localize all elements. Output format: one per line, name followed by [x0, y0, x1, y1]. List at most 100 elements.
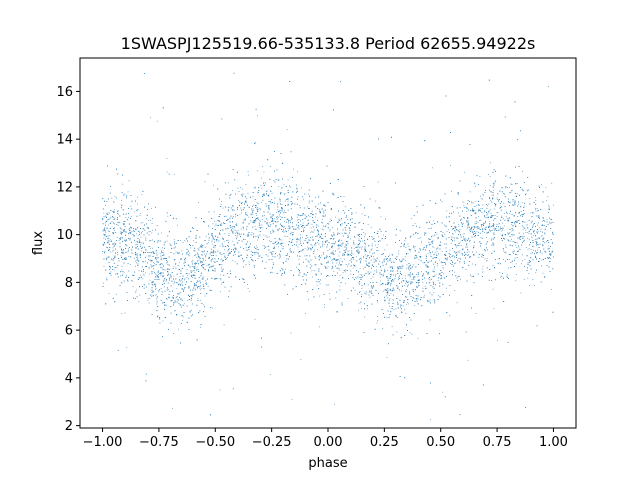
data-point — [371, 243, 373, 245]
data-point — [253, 235, 255, 237]
data-point — [535, 200, 537, 201]
data-point — [329, 248, 331, 250]
data-point — [508, 259, 510, 261]
data-point — [139, 214, 141, 216]
data-point — [314, 256, 316, 258]
data-point — [193, 240, 194, 242]
data-point — [104, 222, 106, 224]
data-point — [429, 279, 430, 281]
data-point — [221, 271, 222, 272]
data-point — [348, 250, 350, 252]
data-point — [310, 213, 312, 214]
data-point — [480, 208, 482, 210]
data-point — [511, 230, 513, 232]
data-point — [192, 260, 194, 262]
data-point — [531, 216, 533, 217]
data-point — [359, 291, 361, 292]
data-point — [309, 264, 311, 266]
data-point — [285, 200, 286, 202]
data-point — [219, 291, 221, 293]
data-point — [205, 246, 207, 248]
data-point — [203, 220, 205, 222]
data-point — [186, 269, 188, 271]
data-point — [194, 254, 195, 256]
data-point — [487, 213, 489, 215]
data-point — [446, 230, 448, 232]
data-point — [128, 256, 130, 257]
data-point — [512, 233, 514, 235]
data-point — [188, 265, 190, 267]
data-point — [437, 280, 439, 281]
data-point — [410, 249, 412, 250]
data-point — [232, 226, 234, 227]
data-point — [166, 171, 168, 173]
data-point — [327, 260, 329, 262]
data-point — [356, 246, 358, 248]
data-point — [189, 310, 191, 312]
data-point — [194, 266, 196, 267]
data-point — [212, 223, 214, 225]
data-point — [502, 222, 504, 224]
data-point — [450, 242, 452, 244]
data-point — [329, 229, 331, 230]
data-point — [273, 231, 275, 232]
data-point — [480, 198, 482, 200]
data-point — [265, 203, 267, 205]
data-point — [156, 303, 158, 305]
data-point — [432, 281, 434, 283]
data-point — [398, 250, 400, 252]
data-point — [158, 277, 159, 278]
data-point — [267, 219, 269, 221]
data-point — [345, 282, 347, 284]
data-point — [234, 261, 236, 263]
data-point — [401, 265, 403, 267]
data-point — [349, 228, 351, 230]
data-point — [345, 264, 347, 265]
data-point — [224, 233, 226, 235]
data-point — [410, 283, 412, 285]
data-point — [477, 226, 479, 228]
data-point — [204, 240, 206, 241]
data-point — [338, 268, 340, 269]
data-point — [536, 224, 538, 226]
data-point — [340, 258, 342, 260]
data-point — [405, 291, 407, 293]
data-point — [480, 226, 482, 228]
data-point — [243, 228, 244, 230]
data-point — [374, 244, 376, 246]
data-point — [364, 236, 365, 238]
data-point — [151, 260, 153, 262]
data-point — [106, 220, 108, 222]
data-point — [245, 263, 247, 265]
data-point — [546, 200, 547, 201]
data-point — [267, 226, 269, 227]
data-point — [181, 250, 183, 252]
data-point — [379, 260, 380, 262]
data-point — [399, 259, 400, 260]
data-point — [123, 224, 125, 226]
data-point — [118, 239, 120, 241]
data-point — [525, 232, 527, 234]
data-point — [213, 247, 214, 248]
data-point — [114, 255, 116, 257]
data-point — [247, 174, 249, 176]
data-point — [520, 211, 522, 213]
data-point — [386, 293, 388, 295]
data-point — [157, 262, 159, 263]
data-point — [341, 232, 343, 234]
data-point — [188, 285, 190, 287]
data-point — [454, 271, 456, 273]
data-point — [338, 218, 340, 220]
data-point — [496, 224, 498, 225]
data-point — [540, 184, 542, 185]
data-point — [472, 211, 474, 213]
data-point — [422, 282, 424, 284]
data-point — [308, 202, 310, 204]
data-point — [510, 191, 512, 193]
data-point — [297, 219, 299, 221]
data-point — [276, 212, 277, 214]
data-point — [182, 319, 184, 321]
data-point — [124, 312, 126, 314]
data-point — [544, 233, 546, 235]
data-point — [268, 208, 270, 210]
